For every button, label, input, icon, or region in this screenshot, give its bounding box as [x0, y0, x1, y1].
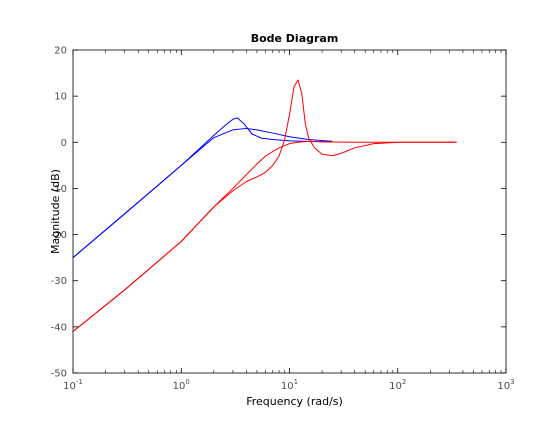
y-tick-label: -50 — [51, 369, 67, 380]
x-tick-label: 103 — [497, 378, 514, 392]
x-tick-label: 10-1 — [63, 378, 83, 392]
y-tick-label: 20 — [54, 46, 67, 57]
series-line-2 — [72, 127, 333, 259]
y-ticks: 20 10 0 -10 -20 -30 -40 -50 — [51, 46, 506, 380]
x-tick-label: 100 — [173, 378, 190, 392]
y-tick-label: -40 — [51, 322, 67, 333]
chart-title: Bode Diagram — [251, 32, 339, 45]
x-tick-label: 102 — [389, 378, 406, 392]
x-axis-label: Frequency (rad/s) — [246, 395, 343, 408]
y-tick-label: 10 — [54, 92, 67, 103]
x-ticks: 10-1 100 101 102 103 — [63, 50, 515, 392]
series-line-4 — [72, 140, 457, 332]
y-tick-label: 0 — [61, 138, 67, 149]
series-group — [72, 79, 457, 332]
y-tick-label: -30 — [51, 276, 67, 287]
series-line-3 — [72, 79, 457, 332]
y-tick-label: -10 — [51, 184, 67, 195]
x-tick-label: 101 — [281, 378, 298, 392]
y-axis-label: Magnitude (dB) — [49, 169, 62, 254]
plot-area — [73, 50, 506, 373]
y-tick-label: -20 — [51, 230, 67, 241]
